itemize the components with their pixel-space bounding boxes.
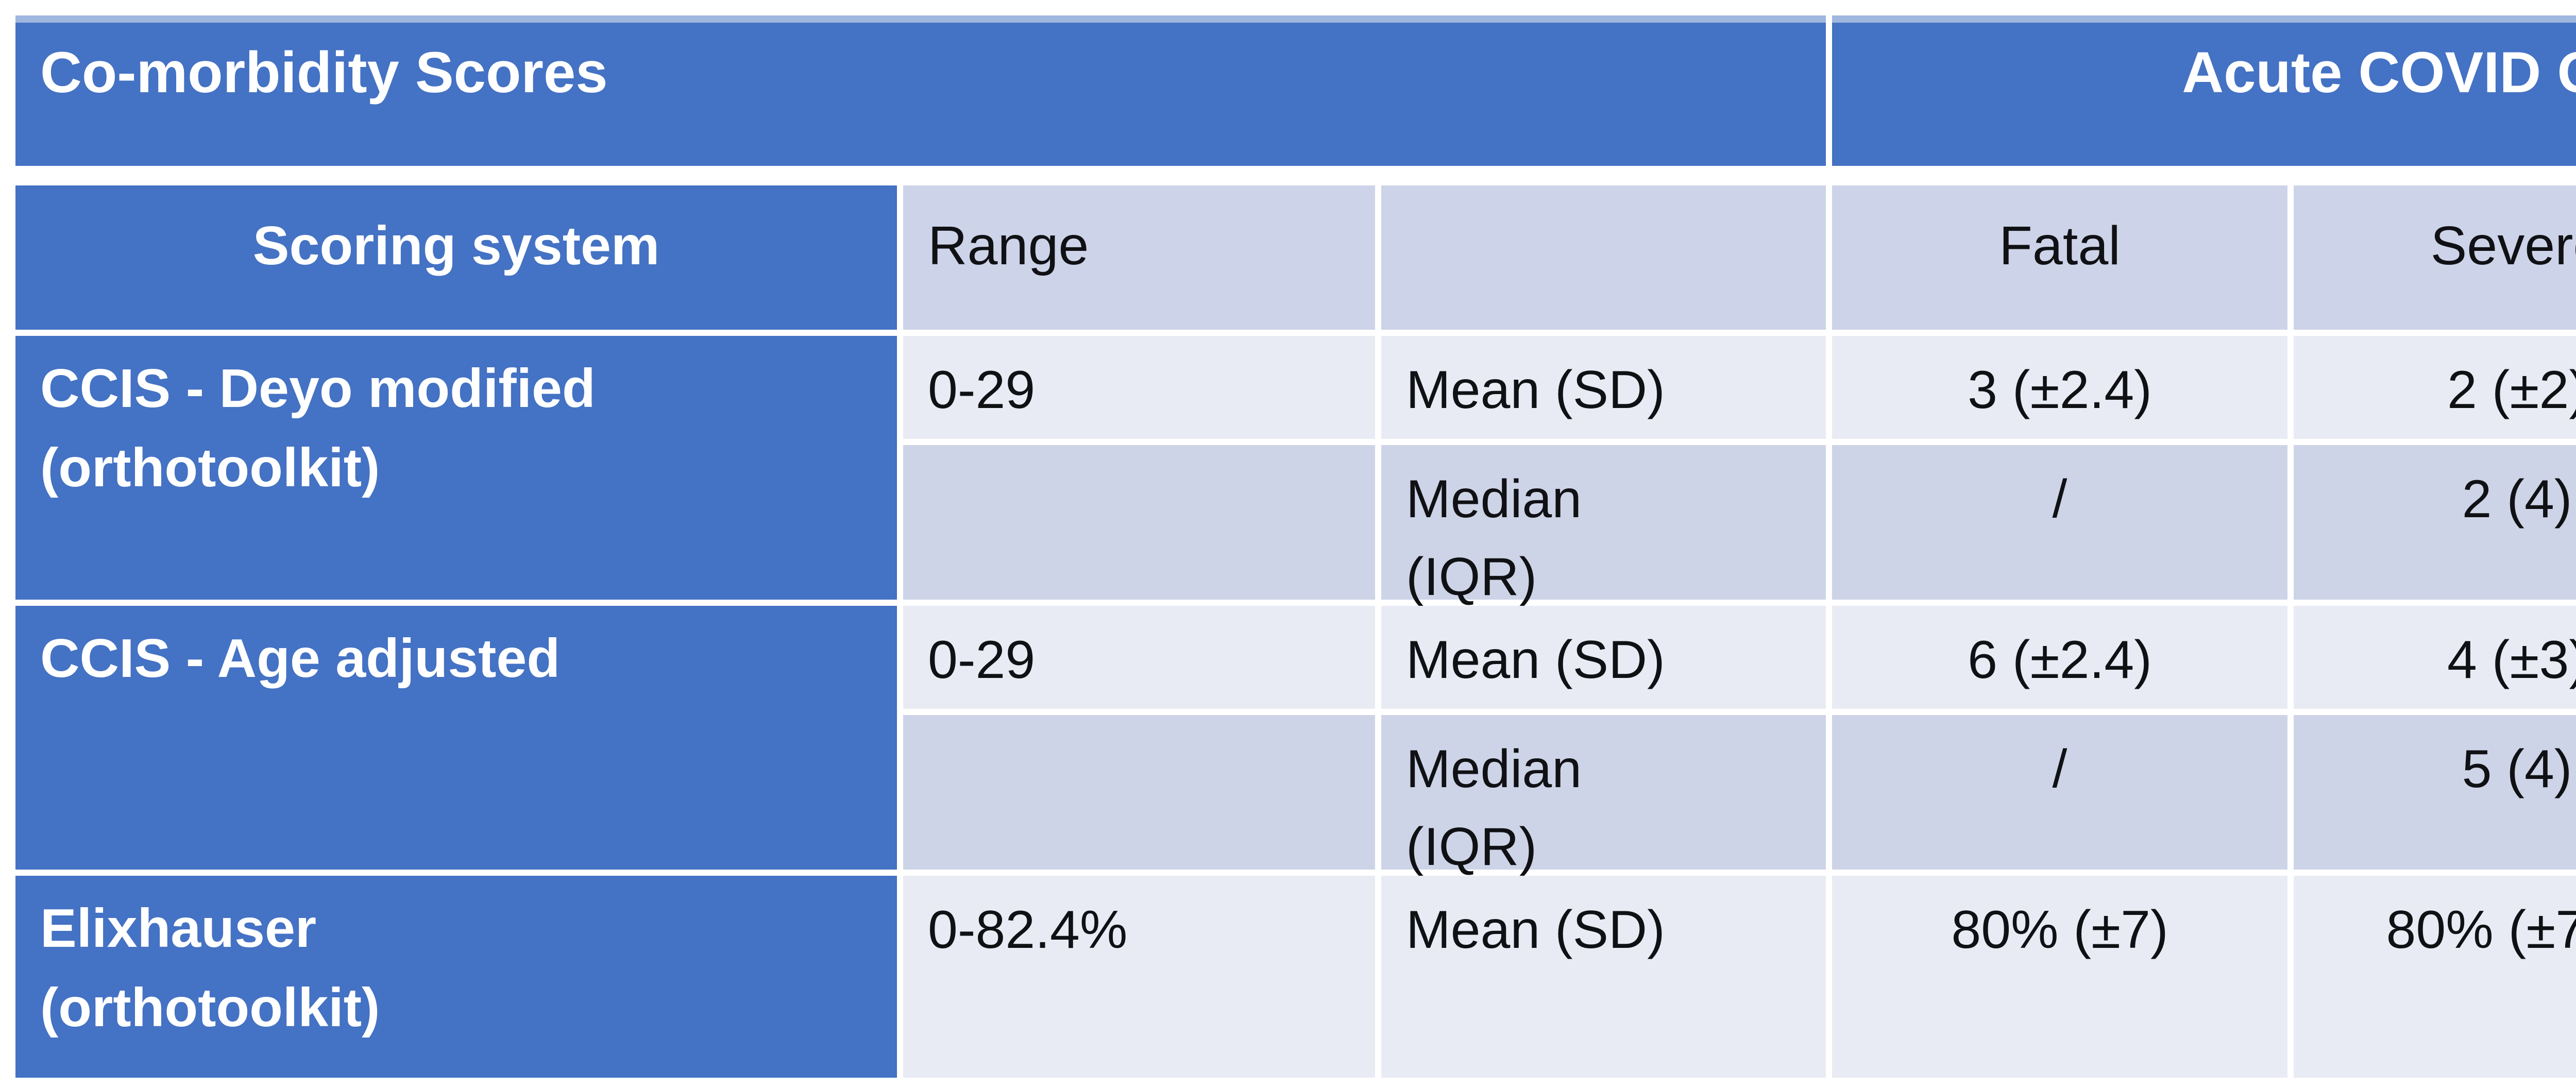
cell-elixhauser-mean-stat: Mean (SD) <box>1381 876 1826 1078</box>
table-title-comorbidity-scores: Co-morbidity Scores <box>15 15 1826 166</box>
col-header-statistic-empty <box>1381 185 1826 330</box>
row-label-ccis-age-adjusted: CCIS - Age adjusted <box>15 606 897 870</box>
cell-deyo-median-fatal: / <box>1832 445 2287 600</box>
cell-age-mean-severe: 4 (±3) <box>2294 606 2576 709</box>
cell-age-mean-fatal: 6 (±2.4) <box>1832 606 2287 709</box>
cell-age-median-stat: Median (IQR) <box>1381 715 1826 877</box>
cell-deyo-median-range-empty <box>903 445 1375 600</box>
cell-deyo-mean-stat: Mean (SD) <box>1381 336 1826 439</box>
cell-age-median-range-empty <box>903 715 1375 870</box>
col-header-range: Range <box>903 185 1375 330</box>
cell-elixhauser-mean-fatal: 80% (±7) <box>1832 876 2287 1078</box>
cell-deyo-mean-fatal: 3 (±2.4) <box>1832 336 2287 439</box>
comorbidity-scores-table: Co-morbidity Scores Acute COVID Outcome … <box>15 15 2576 1078</box>
row-label-elixhauser: Elixhauser (orthotoolkit) <box>15 876 897 1078</box>
table-title-acute-covid-outcome: Acute COVID Outcome <box>1832 15 2576 166</box>
cell-elixhauser-range: 0-82.4% <box>903 876 1375 1078</box>
cell-age-mean-stat: Mean (SD) <box>1381 606 1826 709</box>
cell-deyo-mean-severe: 2 (±2) <box>2294 336 2576 439</box>
cell-elixhauser-mean-severe: 80% (±7.5) <box>2294 876 2576 1078</box>
col-header-fatal: Fatal <box>1832 185 2287 330</box>
cell-age-median-severe: 5 (4) <box>2294 715 2576 870</box>
row-label-ccis-deyo-modified: CCIS - Deyo modified (orthotoolkit) <box>15 336 897 600</box>
col-header-severe: Severe <box>2294 185 2576 330</box>
col-header-scoring-system: Scoring system <box>15 185 897 330</box>
cell-deyo-range: 0-29 <box>903 336 1375 439</box>
cell-deyo-median-severe: 2 (4) <box>2294 445 2576 600</box>
cell-age-median-fatal: / <box>1832 715 2287 870</box>
cell-deyo-median-stat: Median (IQR) <box>1381 445 1826 607</box>
cell-age-range: 0-29 <box>903 606 1375 709</box>
